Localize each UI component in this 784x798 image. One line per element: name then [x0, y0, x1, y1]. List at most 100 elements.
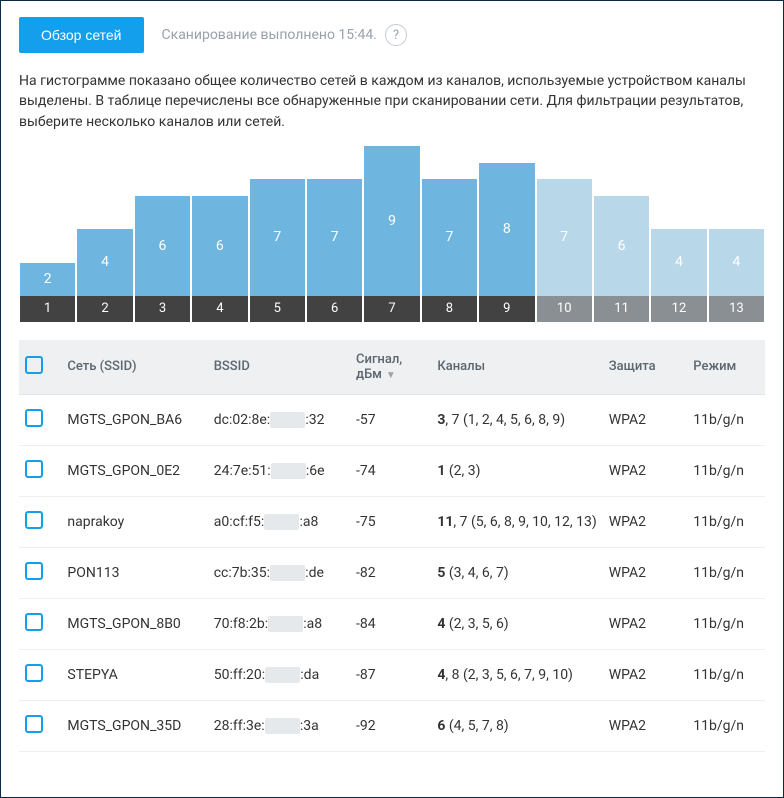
table-row[interactable]: MGTS_GPON_0E224:7e:51:xx:xx:6e-741 (2, 3… [19, 445, 765, 496]
histogram-axis-label[interactable]: 8 [422, 296, 477, 322]
histogram-axis-label[interactable]: 9 [479, 296, 534, 322]
histogram-axis-label[interactable]: 7 [364, 296, 419, 322]
row-checkbox[interactable] [25, 460, 43, 478]
histogram-bar-ch12[interactable]: 4 [651, 229, 706, 296]
histogram-axis-label[interactable]: 3 [135, 296, 190, 322]
histogram-axis-label[interactable]: 13 [709, 296, 764, 322]
cell-security: WPA2 [603, 649, 688, 700]
header-bssid[interactable]: BSSID [208, 340, 350, 395]
histogram-axis-label[interactable]: 11 [594, 296, 649, 322]
cell-security: WPA2 [603, 700, 688, 751]
histogram-bar-ch6[interactable]: 7 [307, 179, 362, 296]
cell-ssid: STEPYA [61, 649, 207, 700]
histogram-bar-ch9[interactable]: 8 [479, 163, 534, 296]
bssid-masked: xx:xx [265, 667, 300, 683]
histogram-axis-label[interactable]: 10 [537, 296, 592, 322]
table-row[interactable]: MGTS_GPON_BA6dc:02:8e:xx:xx:32-573, 7 (1… [19, 394, 765, 445]
row-checkbox[interactable] [25, 613, 43, 631]
cell-mode: 11b/g/n [687, 394, 765, 445]
bssid-masked: xx:xx [265, 718, 300, 734]
bssid-masked: xx:xx [268, 616, 303, 632]
histogram-axis-label[interactable]: 1 [20, 296, 75, 322]
row-checkbox[interactable] [25, 664, 43, 682]
cell-ssid: MGTS_GPON_0E2 [61, 445, 207, 496]
histogram-bar-ch13[interactable]: 4 [709, 229, 764, 296]
scan-status: Сканирование выполнено 15:44. ? [162, 24, 407, 46]
header-security[interactable]: Защита [603, 340, 688, 395]
table-row[interactable]: naprakoya0:cf:f5:xx:xx:a8-7511, 7 (5, 6,… [19, 496, 765, 547]
cell-security: WPA2 [603, 547, 688, 598]
header-mode[interactable]: Режим [687, 340, 765, 395]
table-row[interactable]: MGTS_GPON_8B070:f8:2b:xx:xx:a8-844 (2, 3… [19, 598, 765, 649]
cell-channels: 3, 7 (1, 2, 4, 5, 6, 8, 9) [431, 394, 602, 445]
networks-table: Сеть (SSID) BSSID Сигнал, дБм▼ Каналы За… [19, 340, 765, 752]
header-signal[interactable]: Сигнал, дБм▼ [350, 340, 431, 395]
histogram-bar-ch10[interactable]: 7 [537, 179, 592, 296]
cell-signal: -92 [350, 700, 431, 751]
header-select-all[interactable] [19, 340, 61, 395]
cell-ssid: MGTS_GPON_35D [61, 700, 207, 751]
cell-signal: -84 [350, 598, 431, 649]
cell-bssid: dc:02:8e:xx:xx:32 [208, 394, 350, 445]
cell-bssid: 50:ff:20:xx:xx:da [208, 649, 350, 700]
bssid-masked: xx:xx [264, 514, 299, 530]
cell-bssid: 28:ff:3e:xx:xx:3a [208, 700, 350, 751]
histogram-bar-ch4[interactable]: 6 [192, 196, 247, 296]
header-ssid[interactable]: Сеть (SSID) [61, 340, 207, 395]
histogram-axis-label[interactable]: 2 [77, 296, 132, 322]
cell-bssid: a0:cf:f5:xx:xx:a8 [208, 496, 350, 547]
row-checkbox[interactable] [25, 409, 43, 427]
channel-histogram: 214263647576977889710611412413 [1, 146, 783, 322]
overview-button[interactable]: Обзор сетей [19, 17, 144, 53]
cell-bssid: 70:f8:2b:xx:xx:a8 [208, 598, 350, 649]
bssid-masked: xx:xx [270, 565, 305, 581]
table-row[interactable]: STEPYA50:ff:20:xx:xx:da-874, 8 (2, 3, 5,… [19, 649, 765, 700]
cell-channels: 1 (2, 3) [431, 445, 602, 496]
cell-signal: -57 [350, 394, 431, 445]
table-row[interactable]: MGTS_GPON_35D28:ff:3e:xx:xx:3a-926 (4, 5… [19, 700, 765, 751]
table-header-row: Сеть (SSID) BSSID Сигнал, дБм▼ Каналы За… [19, 340, 765, 395]
cell-signal: -75 [350, 496, 431, 547]
help-icon[interactable]: ? [385, 24, 407, 46]
row-checkbox[interactable] [25, 715, 43, 733]
cell-channels: 4 (2, 3, 5, 6) [431, 598, 602, 649]
cell-mode: 11b/g/n [687, 649, 765, 700]
cell-ssid: PON113 [61, 547, 207, 598]
header-channels[interactable]: Каналы [431, 340, 602, 395]
cell-channels: 5 (3, 4, 6, 7) [431, 547, 602, 598]
cell-bssid: 24:7e:51:xx:xx:6e [208, 445, 350, 496]
cell-signal: -87 [350, 649, 431, 700]
checkbox-icon[interactable] [25, 356, 43, 374]
histogram-bar-ch8[interactable]: 7 [422, 179, 477, 296]
histogram-bar-ch2[interactable]: 4 [77, 229, 132, 296]
histogram-axis-label[interactable]: 6 [307, 296, 362, 322]
cell-signal: -82 [350, 547, 431, 598]
histogram-bar-ch5[interactable]: 7 [250, 179, 305, 296]
cell-ssid: MGTS_GPON_BA6 [61, 394, 207, 445]
cell-mode: 11b/g/n [687, 445, 765, 496]
cell-security: WPA2 [603, 394, 688, 445]
row-checkbox[interactable] [25, 511, 43, 529]
cell-ssid: MGTS_GPON_8B0 [61, 598, 207, 649]
cell-security: WPA2 [603, 496, 688, 547]
description-text: На гистограмме показано общее количество… [1, 61, 783, 146]
scan-status-text: Сканирование выполнено 15:44. [162, 27, 377, 43]
networks-table-wrap: Сеть (SSID) BSSID Сигнал, дБм▼ Каналы За… [1, 322, 783, 752]
cell-security: WPA2 [603, 598, 688, 649]
topbar: Обзор сетей Сканирование выполнено 15:44… [1, 1, 783, 61]
cell-mode: 11b/g/n [687, 598, 765, 649]
histogram-bar-ch3[interactable]: 6 [135, 196, 190, 296]
cell-mode: 11b/g/n [687, 547, 765, 598]
histogram-bar-ch7[interactable]: 9 [364, 146, 419, 296]
histogram-axis-label[interactable]: 4 [192, 296, 247, 322]
cell-channels: 4, 8 (2, 3, 5, 6, 7, 9, 10) [431, 649, 602, 700]
histogram-axis-label[interactable]: 12 [651, 296, 706, 322]
sort-desc-icon: ▼ [386, 370, 396, 381]
table-row[interactable]: PON113cc:7b:35:xx:xx:de-825 (3, 4, 6, 7)… [19, 547, 765, 598]
cell-channels: 11, 7 (5, 6, 8, 9, 10, 12, 13) [431, 496, 602, 547]
cell-signal: -74 [350, 445, 431, 496]
row-checkbox[interactable] [25, 562, 43, 580]
histogram-axis-label[interactable]: 5 [250, 296, 305, 322]
histogram-bar-ch1[interactable]: 2 [20, 263, 75, 296]
histogram-bar-ch11[interactable]: 6 [594, 196, 649, 296]
